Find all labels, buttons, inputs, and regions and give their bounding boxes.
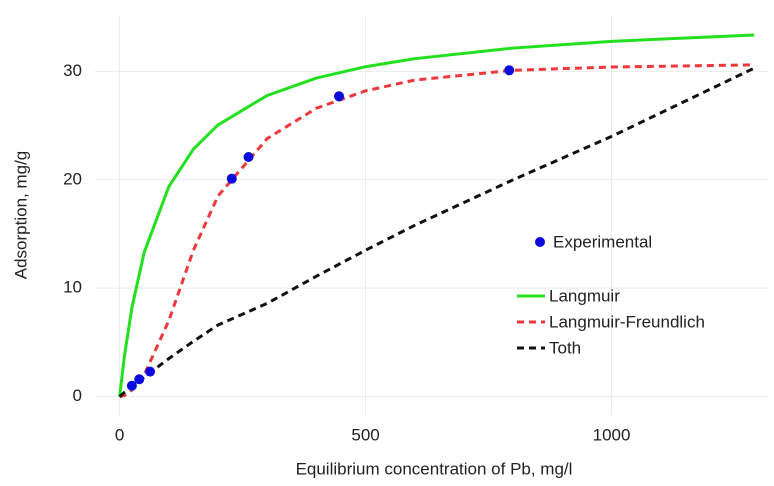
data-point xyxy=(334,91,345,102)
x-tick-label: 0 xyxy=(115,425,124,444)
line-series xyxy=(118,33,755,397)
data-point xyxy=(126,380,137,391)
line-series xyxy=(119,63,755,399)
y-tick-label: 30 xyxy=(63,61,82,80)
legend-label: Experimental xyxy=(553,232,652,251)
y-tick-label: 0 xyxy=(73,386,82,405)
x-tick-label: 1000 xyxy=(593,425,631,444)
y-axis-label: Adsorption, mg/g xyxy=(11,151,30,280)
y-tick-label: 20 xyxy=(63,169,82,188)
data-point xyxy=(145,366,156,377)
data-point xyxy=(226,173,237,184)
legend-label: Langmuir xyxy=(549,286,620,305)
data-point xyxy=(504,65,515,76)
data-point xyxy=(243,152,254,163)
y-tick-label: 10 xyxy=(63,278,82,297)
data-point xyxy=(134,374,145,385)
x-axis-label: Equilibrium concentration of Pb, mg/l xyxy=(296,459,573,478)
legend-marker xyxy=(535,237,545,247)
line-series xyxy=(118,66,755,398)
legend-label: Langmuir-Freundlich xyxy=(549,312,705,331)
x-tick-label: 500 xyxy=(351,425,379,444)
legend-label: Toth xyxy=(549,338,581,357)
